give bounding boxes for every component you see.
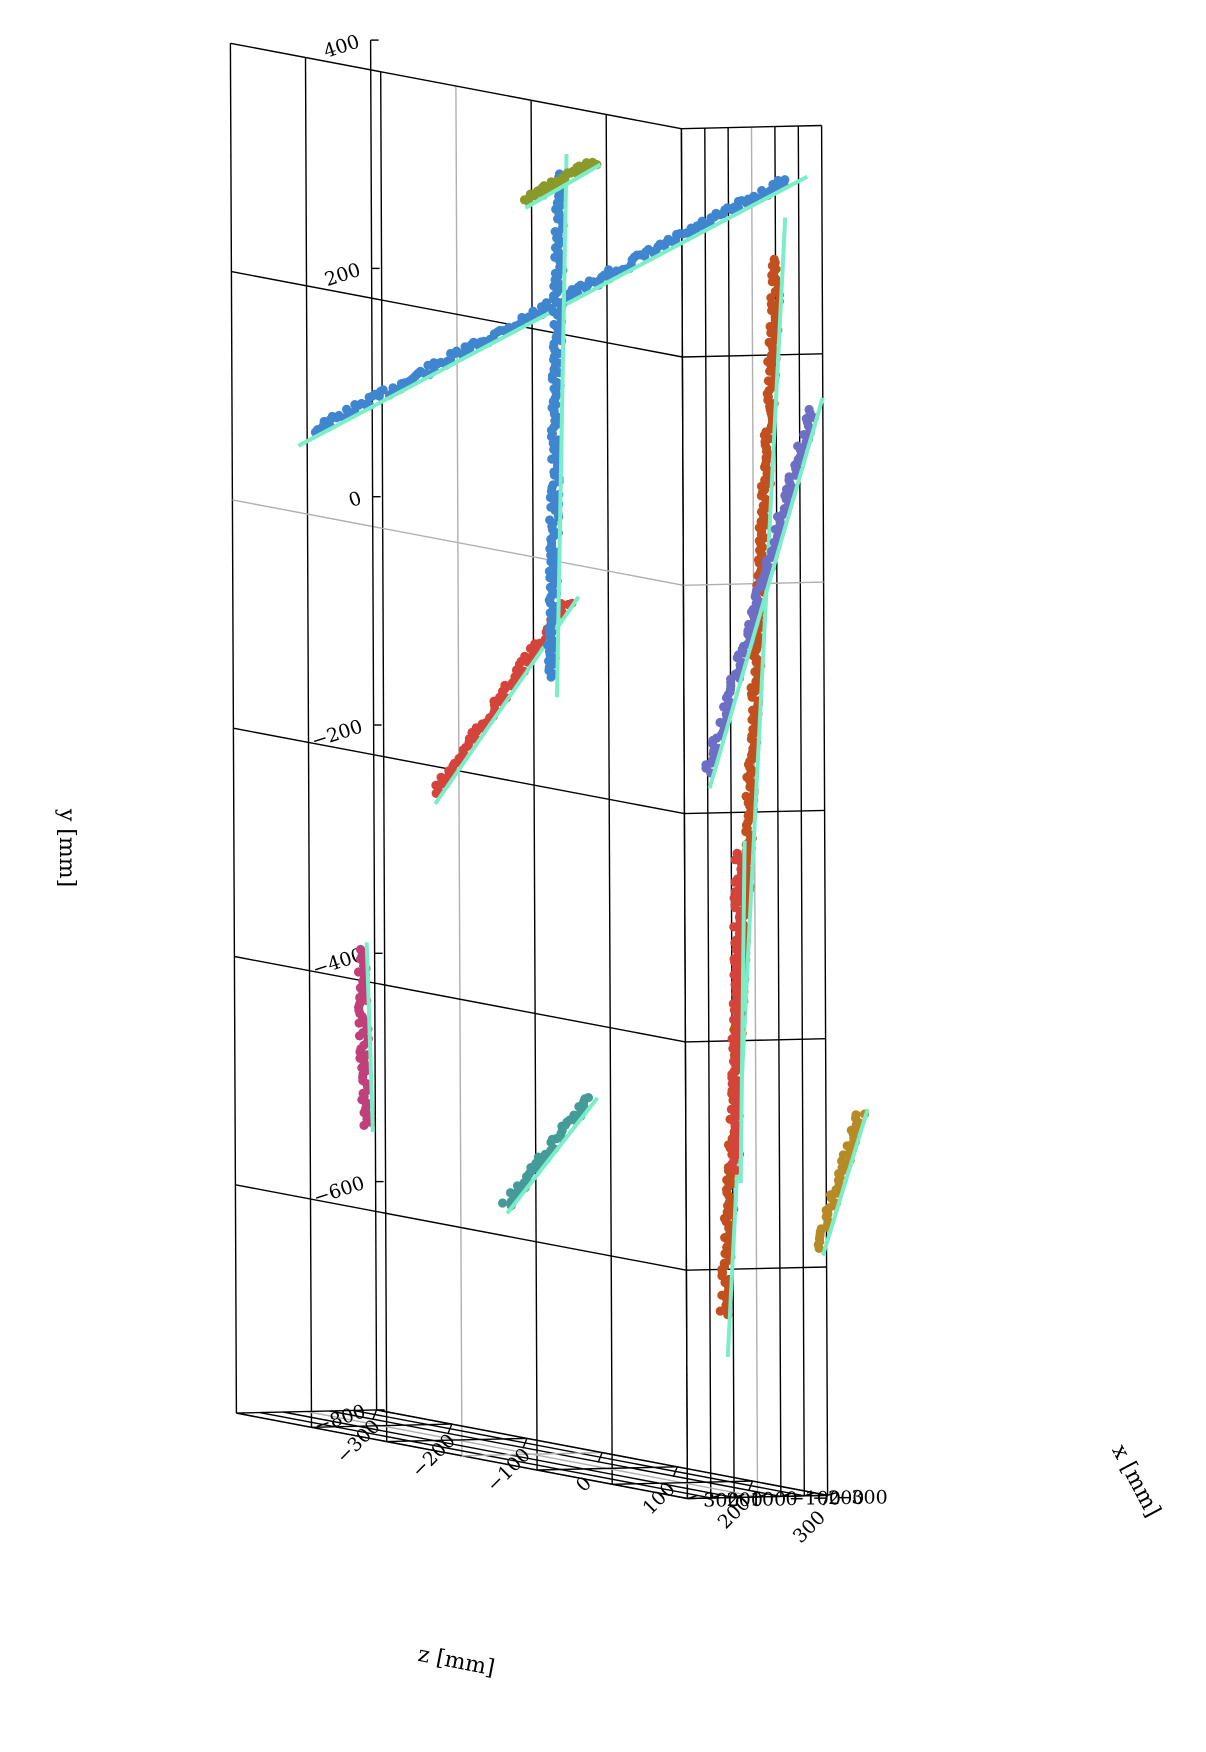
grid-line [232, 499, 684, 586]
hit-point [804, 404, 814, 415]
z-tick [597, 1452, 603, 1463]
hit-point [541, 298, 552, 308]
hit-point [355, 999, 365, 1009]
y-tick-label: −200 [309, 715, 365, 752]
x-tick-label: 300 [703, 1490, 739, 1512]
grid-line [685, 1038, 826, 1043]
fit-line [820, 1108, 870, 1257]
hit-point [746, 683, 756, 693]
fit-line [707, 397, 825, 789]
hit-point [715, 1306, 725, 1316]
z-tick [672, 1466, 678, 1478]
grid-line [461, 1451, 603, 1457]
hit-point [793, 441, 803, 451]
grid-line [681, 124, 822, 130]
grid-line [231, 270, 683, 358]
grid-line [537, 1466, 678, 1471]
track [813, 1108, 870, 1257]
track [726, 840, 748, 1184]
x-tick [710, 1494, 722, 1499]
hit-point [356, 944, 366, 955]
track [542, 153, 569, 698]
hit-point [780, 175, 790, 185]
grid-line [682, 353, 823, 358]
track [715, 217, 788, 1358]
z-tick-label: 300 [789, 1506, 830, 1547]
hit-point [769, 254, 779, 264]
x-tick-label: 200 [727, 1489, 763, 1511]
hit-point [583, 1093, 594, 1103]
grid-line [234, 955, 686, 1043]
hit-point [378, 385, 388, 395]
hit-point [550, 227, 560, 237]
hit-point [773, 175, 783, 186]
axis-grid [229, 40, 829, 1500]
grid-line [612, 1480, 753, 1485]
hit-point [355, 1053, 365, 1063]
hit-point [548, 307, 558, 317]
y-tick-label: 200 [322, 259, 363, 291]
y-tick-label: 0 [346, 487, 364, 512]
grid-line [386, 1437, 527, 1443]
track [353, 942, 376, 1133]
z-tick [447, 1423, 453, 1435]
x-tick [780, 1492, 792, 1498]
hit-point [549, 319, 559, 330]
y-tick-label: −600 [311, 1172, 367, 1209]
hit-point [851, 1110, 861, 1120]
x-tick [804, 1492, 815, 1497]
x-tick-label: 0 [785, 1488, 797, 1510]
hit-point [533, 1152, 544, 1162]
z-axis-label: z [mm] [416, 1642, 497, 1681]
grid-line [311, 1423, 452, 1428]
hit-point [744, 619, 754, 630]
track [498, 1093, 599, 1215]
x-tick-label: −300 [836, 1486, 888, 1508]
grid-line [235, 1184, 687, 1271]
x-tick-label: 100 [750, 1488, 786, 1510]
z-tick [822, 1495, 829, 1506]
y-axis-label: y [mm] [54, 808, 79, 887]
hit-point [353, 967, 364, 977]
hit-point [545, 515, 555, 525]
z-tick [522, 1438, 528, 1449]
grid-line [236, 1409, 377, 1414]
x-tick [757, 1493, 768, 1498]
z-tick [747, 1480, 754, 1492]
fit-line [738, 840, 747, 1184]
track [701, 397, 825, 789]
track [519, 157, 602, 210]
x-tick [733, 1493, 745, 1499]
fit-line [364, 942, 375, 1133]
x-tick-label: −100 [789, 1487, 841, 1509]
fit-line [505, 1096, 599, 1215]
grid-line [686, 1266, 827, 1271]
x-axis-label: x [mm] [1106, 1441, 1165, 1522]
data-tracks [297, 153, 870, 1358]
fit-line [524, 162, 602, 210]
track [431, 595, 581, 806]
y-tick-label: 400 [321, 31, 362, 63]
grid-line [230, 42, 682, 130]
x-tick [687, 1494, 698, 1500]
hit-point [741, 791, 751, 802]
x-tick [827, 1491, 838, 1496]
hit-point [498, 1198, 508, 1208]
z-tick [371, 1409, 378, 1421]
x-tick-label: −200 [812, 1487, 864, 1509]
hit-point [732, 848, 742, 858]
fit-line [555, 153, 569, 698]
